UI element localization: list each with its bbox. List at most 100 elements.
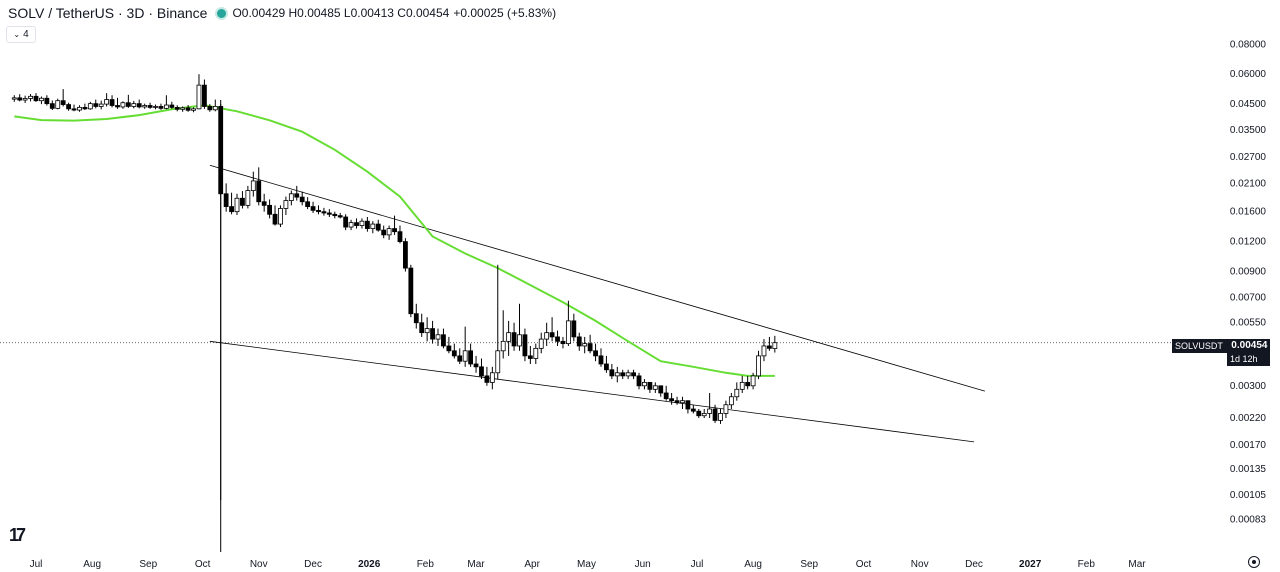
candle	[604, 355, 609, 373]
candle-body	[223, 193, 229, 207]
candle-body	[500, 340, 506, 352]
candle	[98, 100, 104, 110]
candle	[674, 396, 680, 405]
candle	[326, 209, 332, 218]
candle	[256, 167, 262, 206]
candle	[370, 221, 376, 234]
candle	[180, 106, 186, 112]
price-tick-label: 0.01200	[1230, 237, 1267, 248]
crosshair	[0, 100, 1226, 552]
candle	[734, 382, 740, 401]
candle-body	[576, 336, 582, 347]
price-tick-label: 0.00170	[1230, 440, 1267, 451]
candle	[424, 317, 430, 342]
time-tick-label: Feb	[1078, 559, 1096, 570]
candle	[642, 379, 647, 390]
candle	[544, 322, 550, 346]
candle	[278, 205, 283, 228]
candle	[39, 96, 44, 105]
candle-body	[680, 400, 685, 404]
symbol-title[interactable]: SOLV / TetherUS · 3D · Binance	[8, 5, 208, 21]
candle	[430, 320, 435, 344]
price-tick-label: 0.00105	[1230, 490, 1267, 501]
candle	[403, 238, 408, 272]
candle-body	[614, 372, 620, 377]
candle	[174, 105, 180, 112]
candle-body	[544, 332, 550, 340]
candle	[11, 95, 17, 102]
candle-body	[147, 105, 153, 108]
candle	[636, 372, 642, 390]
candle	[593, 343, 598, 362]
candle	[538, 332, 544, 354]
candle	[555, 330, 560, 346]
candle	[77, 105, 82, 112]
candle	[625, 369, 631, 380]
candle	[240, 191, 245, 209]
trendline-upper[interactable]	[209, 164, 986, 392]
candle	[109, 95, 115, 108]
candle	[337, 212, 343, 219]
trendlines	[209, 164, 986, 443]
candle-body	[761, 345, 767, 357]
price-tick-label: 0.00900	[1230, 267, 1267, 278]
time-tick-label: Oct	[856, 559, 872, 570]
candle-body	[115, 105, 120, 108]
price-axis: 0.08000 0.06000 0.04500 0.03500 0.02700 0.021…	[1230, 39, 1267, 525]
candle	[549, 317, 555, 342]
last-price-tag: SOLVUSDT 0.00454 1d 12h	[1172, 339, 1270, 366]
price-tick-label: 0.00300	[1230, 381, 1267, 392]
candle-body	[451, 350, 457, 357]
candle	[489, 366, 495, 390]
candle-body	[734, 388, 740, 398]
candle	[560, 336, 566, 349]
candle-body	[131, 103, 137, 107]
candle	[500, 310, 506, 359]
moving-average	[14, 104, 775, 377]
price-tag-symbol: SOLVUSDT	[1172, 339, 1229, 353]
candle	[495, 264, 501, 380]
candle-body	[723, 404, 729, 414]
trendline-lower[interactable]	[209, 340, 975, 443]
candle	[576, 332, 582, 351]
candle-body	[408, 267, 414, 315]
moving-average-line[interactable]	[14, 104, 775, 377]
price-tag-value: 0.00454	[1228, 339, 1270, 353]
candle	[386, 225, 392, 240]
settings-gear-icon[interactable]	[1248, 556, 1260, 568]
indicators-toggle-button[interactable]: ⌄ 4	[6, 26, 36, 43]
candle	[413, 303, 419, 329]
candle-body	[267, 204, 273, 215]
candle	[582, 336, 588, 354]
candle-body	[250, 180, 256, 191]
candle-body	[636, 375, 642, 387]
candle	[87, 101, 93, 110]
candle	[147, 102, 153, 109]
candle	[354, 218, 359, 229]
candle-body	[240, 197, 245, 206]
candle	[169, 101, 175, 109]
candle	[299, 191, 305, 206]
candle	[343, 214, 349, 231]
candle-body	[495, 350, 501, 374]
candle	[701, 409, 707, 419]
time-tick-label: Nov	[250, 559, 268, 570]
candle	[185, 105, 191, 112]
candle-body	[587, 343, 593, 352]
time-tick-label: Mar	[467, 559, 485, 570]
candle-body	[522, 334, 528, 357]
candle-body	[484, 375, 490, 383]
candle-body	[125, 102, 131, 107]
candle	[696, 409, 702, 419]
time-tick-label: Jul	[30, 559, 43, 570]
candle-body	[153, 106, 158, 108]
candle-body	[696, 410, 702, 417]
candle-body	[533, 347, 539, 359]
tradingview-logo-icon[interactable]: 17	[9, 525, 26, 545]
candle	[620, 369, 626, 380]
candle-body	[413, 313, 419, 324]
price-tick-label: 0.03500	[1230, 125, 1267, 136]
candle-body	[424, 328, 430, 334]
candle	[332, 211, 338, 219]
